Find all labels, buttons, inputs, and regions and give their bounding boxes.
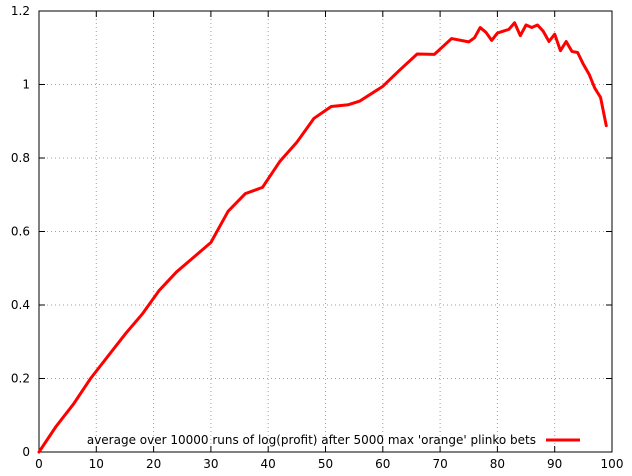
x-tick-label: 100 — [601, 457, 624, 471]
x-tick-label: 0 — [35, 457, 43, 471]
x-tick-label: 70 — [432, 457, 447, 471]
x-tick-label: 50 — [318, 457, 333, 471]
x-tick-label: 60 — [375, 457, 390, 471]
y-tick-label: 0.2 — [11, 372, 30, 386]
x-tick-label: 30 — [203, 457, 218, 471]
x-tick-label: 80 — [490, 457, 505, 471]
y-tick-label: 1 — [22, 78, 30, 92]
x-tick-label: 20 — [146, 457, 161, 471]
series-line-0 — [37, 21, 608, 454]
x-tick-label: 40 — [261, 457, 276, 471]
x-tick-labels: 0 10 20 30 40 50 60 70 80 90 100 — [35, 457, 623, 471]
y-tick-labels: 0 0.2 0.4 0.6 0.8 1 1.2 — [11, 4, 30, 459]
x-tick-label: 10 — [89, 457, 104, 471]
y-tick-label: 0.4 — [11, 298, 30, 312]
y-tick-label: 0 — [22, 445, 30, 459]
legend: average over 10000 runs of log(profit) a… — [87, 433, 580, 447]
plot-frame — [38, 10, 613, 453]
legend-label: average over 10000 runs of log(profit) a… — [87, 433, 536, 447]
y-tick-label: 0.6 — [11, 225, 30, 239]
y-tick-label: 1.2 — [11, 4, 30, 18]
series-layer — [37, 21, 608, 454]
y-tick-label: 0.8 — [11, 151, 30, 165]
x-tick-label: 90 — [547, 457, 562, 471]
grid-lines — [39, 11, 612, 452]
